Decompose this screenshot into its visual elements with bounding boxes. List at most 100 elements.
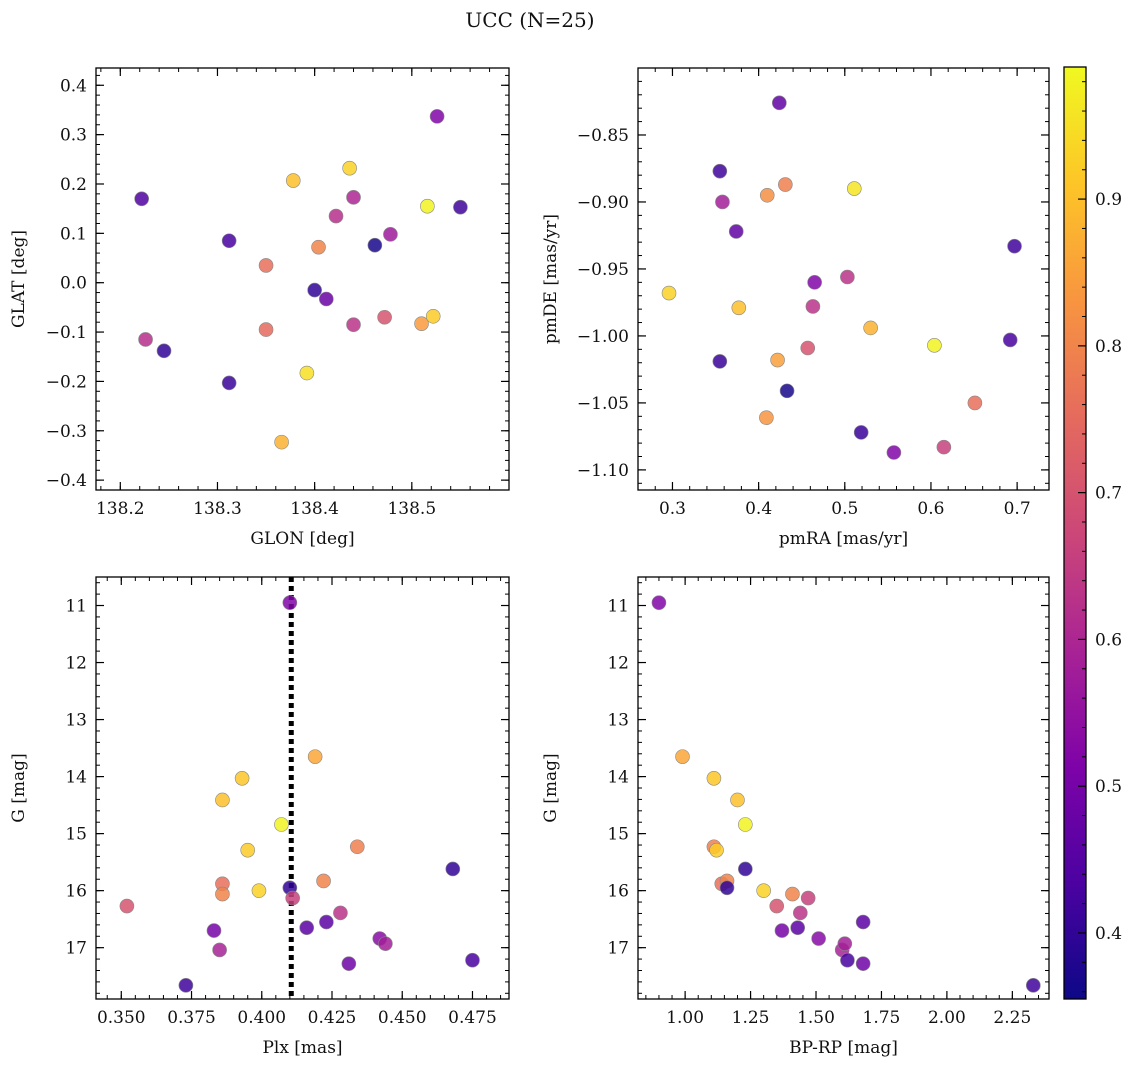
scatter-point	[282, 595, 298, 610]
y-tick-label: 16	[65, 882, 87, 902]
scatter-point	[311, 239, 326, 255]
x-tick-label: 0.3	[659, 499, 686, 519]
scatter-point	[307, 282, 322, 298]
scatter-point	[215, 792, 230, 808]
scatter-point	[234, 771, 250, 786]
scatter-point	[425, 308, 441, 324]
scatter-point	[258, 258, 274, 273]
y-tick-label: 11	[65, 597, 87, 617]
scatter-point	[774, 923, 790, 938]
panel-glon-glat: 138.2 138.3 138.4 138.5 −0.4 −0.3 −0.2 −0.1 0.0 0…	[9, 67, 510, 549]
y-tick-label: −0.1	[46, 323, 87, 343]
x-tick-label: 0.4	[745, 499, 772, 519]
scatter-point	[274, 817, 289, 832]
scatter-point	[346, 190, 361, 205]
scatter-point	[299, 920, 315, 936]
scatter-point	[712, 354, 728, 369]
scatter-point	[221, 233, 237, 249]
colorbar: 0.4 0.5 0.6 0.7 0.8 0.9	[1063, 66, 1122, 1000]
scatter-point	[349, 839, 365, 855]
scatter-point	[420, 198, 435, 214]
scatter-point	[853, 425, 869, 440]
y-tick-label: 13	[607, 711, 629, 731]
y-tick-label: 12	[607, 654, 629, 674]
panel-bprp-g: 1.00 1.25 1.50 1.75 2.00 2.25 11 12 13 14 15 16 17 BP…	[541, 576, 1050, 1058]
x-tick-label: 0.450	[378, 1008, 427, 1028]
x-tick-label: 0.5	[831, 499, 858, 519]
y-tick-label: −0.95	[577, 260, 629, 280]
colorbar-tick-label: 0.5	[1095, 777, 1122, 797]
y-tick-label: 0.3	[60, 126, 87, 146]
y-tick-label: 0.2	[60, 175, 87, 195]
scatter-point	[731, 300, 747, 316]
panel-plx-g: 0.350 0.375 0.400 0.425 0.450 0.475 11 12 13 14 15…	[9, 576, 510, 1058]
scatter-point	[863, 320, 878, 336]
scatter-point	[285, 890, 300, 906]
scatter-point	[178, 978, 194, 993]
y-tick-label: 17	[607, 939, 629, 959]
scatter-point	[134, 191, 149, 207]
scatter-point	[328, 208, 344, 224]
scatter-point	[1025, 978, 1041, 993]
scatter-point	[785, 886, 800, 902]
y-tick-label: 15	[65, 825, 87, 845]
plot-frame	[637, 67, 1050, 491]
x-tick-label: 138.2	[96, 499, 145, 519]
scatter-point	[800, 340, 816, 356]
x-tick-label: 1.25	[732, 1008, 770, 1028]
y-tick-label: 14	[607, 768, 629, 788]
scatter-point	[258, 322, 274, 337]
y-tick-label: 16	[607, 882, 629, 902]
scatter-point	[712, 163, 728, 179]
scatter-point	[453, 199, 468, 215]
colorbar-tick-label: 0.9	[1095, 190, 1122, 210]
scatter-point	[307, 749, 323, 764]
scatter-point	[778, 177, 793, 192]
y-tick-label: −0.3	[46, 422, 87, 442]
scatter-point	[967, 395, 983, 411]
y-tick-label: 0.4	[60, 76, 87, 96]
x-axis-label: GLON [deg]	[250, 529, 354, 549]
scatter-point	[316, 873, 331, 889]
scatter-point	[730, 792, 745, 808]
y-tick-label: −0.90	[577, 193, 629, 213]
x-tick-label: 0.475	[448, 1008, 497, 1028]
scatter-point	[342, 160, 357, 176]
y-tick-label: −0.4	[46, 471, 87, 491]
scatter-point	[706, 771, 722, 786]
plot-frame	[637, 576, 1050, 1000]
scatter-point	[728, 224, 744, 239]
y-tick-label: −1.00	[577, 327, 629, 347]
y-tick-label: −0.85	[577, 126, 629, 146]
scatter-point	[807, 275, 822, 290]
y-tick-label: 14	[65, 768, 87, 788]
scatter-point	[715, 194, 730, 210]
scatter-point	[333, 905, 348, 921]
scatter-point	[377, 309, 392, 325]
scatter-point	[709, 842, 724, 858]
y-tick-label: 13	[65, 711, 87, 731]
scatter-point	[840, 952, 855, 968]
y-axis-label: pmDE [mas/yr]	[541, 214, 561, 344]
scatter-point	[811, 931, 826, 946]
scatter-point	[138, 332, 153, 347]
scatter-point	[855, 956, 871, 971]
y-tick-label: 15	[607, 825, 629, 845]
colorbar-tick-label: 0.4	[1095, 924, 1122, 944]
scatter-point	[156, 343, 172, 359]
scatter-point	[805, 299, 821, 314]
colorbar-gradient	[1064, 67, 1086, 999]
x-tick-label: 1.75	[863, 1008, 901, 1028]
x-tick-label: 0.6	[917, 499, 944, 519]
scatter-point	[346, 317, 361, 332]
x-tick-label: 2.25	[993, 1008, 1031, 1028]
x-axis-label: BP-RP [mag]	[789, 1038, 898, 1058]
scatter-point	[846, 181, 862, 196]
scatter-point	[383, 227, 398, 242]
scatter-point	[465, 952, 480, 968]
colorbar-frame	[1063, 66, 1087, 1000]
scatter-point	[274, 434, 289, 450]
scatter-point	[221, 375, 237, 391]
y-tick-label: 0.0	[60, 274, 87, 294]
